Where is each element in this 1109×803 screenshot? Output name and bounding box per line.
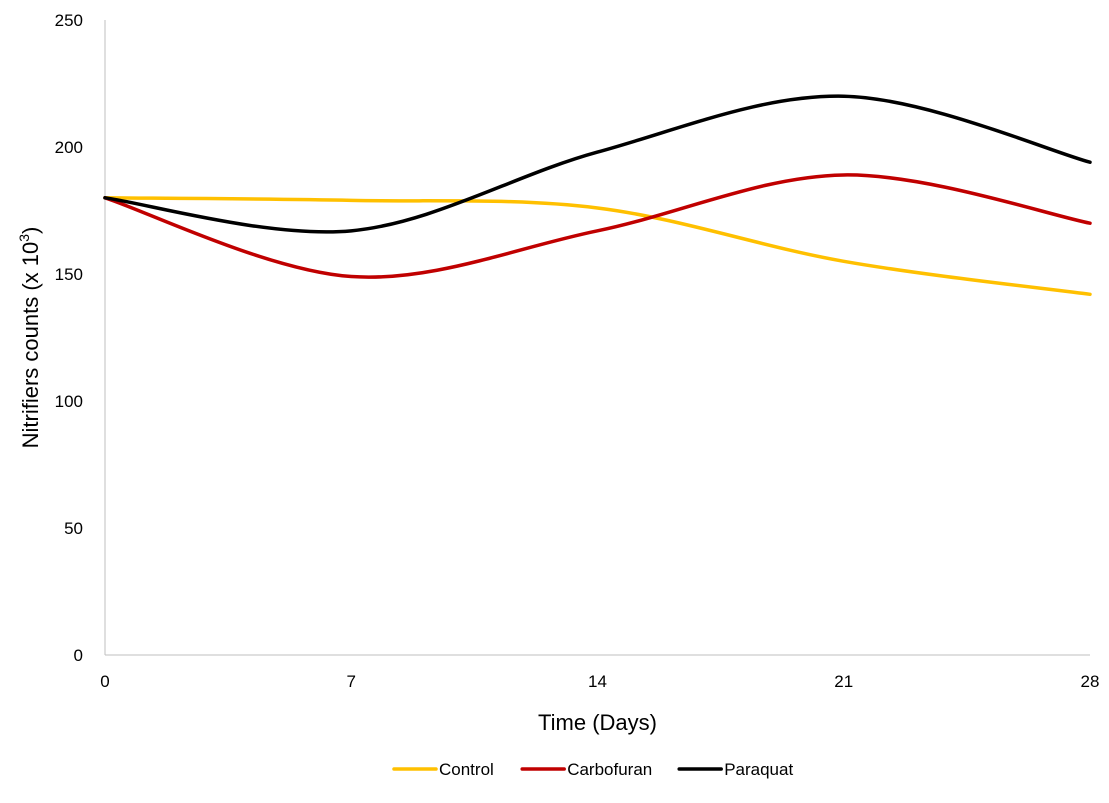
- series-line-paraquat: [103, 94, 1092, 234]
- x-tick-label: 28: [1081, 672, 1100, 691]
- legend-label: Paraquat: [724, 760, 793, 779]
- y-axis-title-tail: ): [18, 227, 43, 234]
- series-lines: [103, 94, 1092, 297]
- x-tick-labels: 0 7 14 21 28: [100, 672, 1099, 691]
- x-tick-label: 21: [834, 672, 853, 691]
- y-tick-label: 0: [74, 646, 83, 665]
- x-axis-title: Time (Days): [538, 710, 657, 735]
- series-line-control: [103, 196, 1092, 297]
- x-tick-label: 7: [347, 672, 356, 691]
- y-axis-title-superscript: 3: [16, 234, 32, 242]
- y-tick-label: 50: [64, 519, 83, 538]
- chart-axes: [104, 20, 1090, 656]
- x-tick-label: 0: [100, 672, 109, 691]
- y-tick-label: 200: [55, 138, 83, 157]
- legend-label: Control: [439, 760, 494, 779]
- y-tick-label: 250: [55, 11, 83, 30]
- y-tick-label: 100: [55, 392, 83, 411]
- y-axis-title: Nitrifiers counts (x 103): [16, 227, 43, 449]
- legend: Control Carbofuran Paraquat: [392, 760, 793, 779]
- y-axis-title-base: Nitrifiers counts (x 10: [18, 242, 43, 449]
- legend-label: Carbofuran: [567, 760, 652, 779]
- x-tick-label: 14: [588, 672, 607, 691]
- y-tick-label: 150: [55, 265, 83, 284]
- legend-item-paraquat: Paraquat: [677, 760, 793, 779]
- y-tick-labels: 0 50 100 150 200 250: [55, 11, 83, 665]
- series-line-carbofuran: [103, 173, 1092, 279]
- legend-item-control: Control: [392, 760, 494, 779]
- legend-item-carbofuran: Carbofuran: [520, 760, 652, 779]
